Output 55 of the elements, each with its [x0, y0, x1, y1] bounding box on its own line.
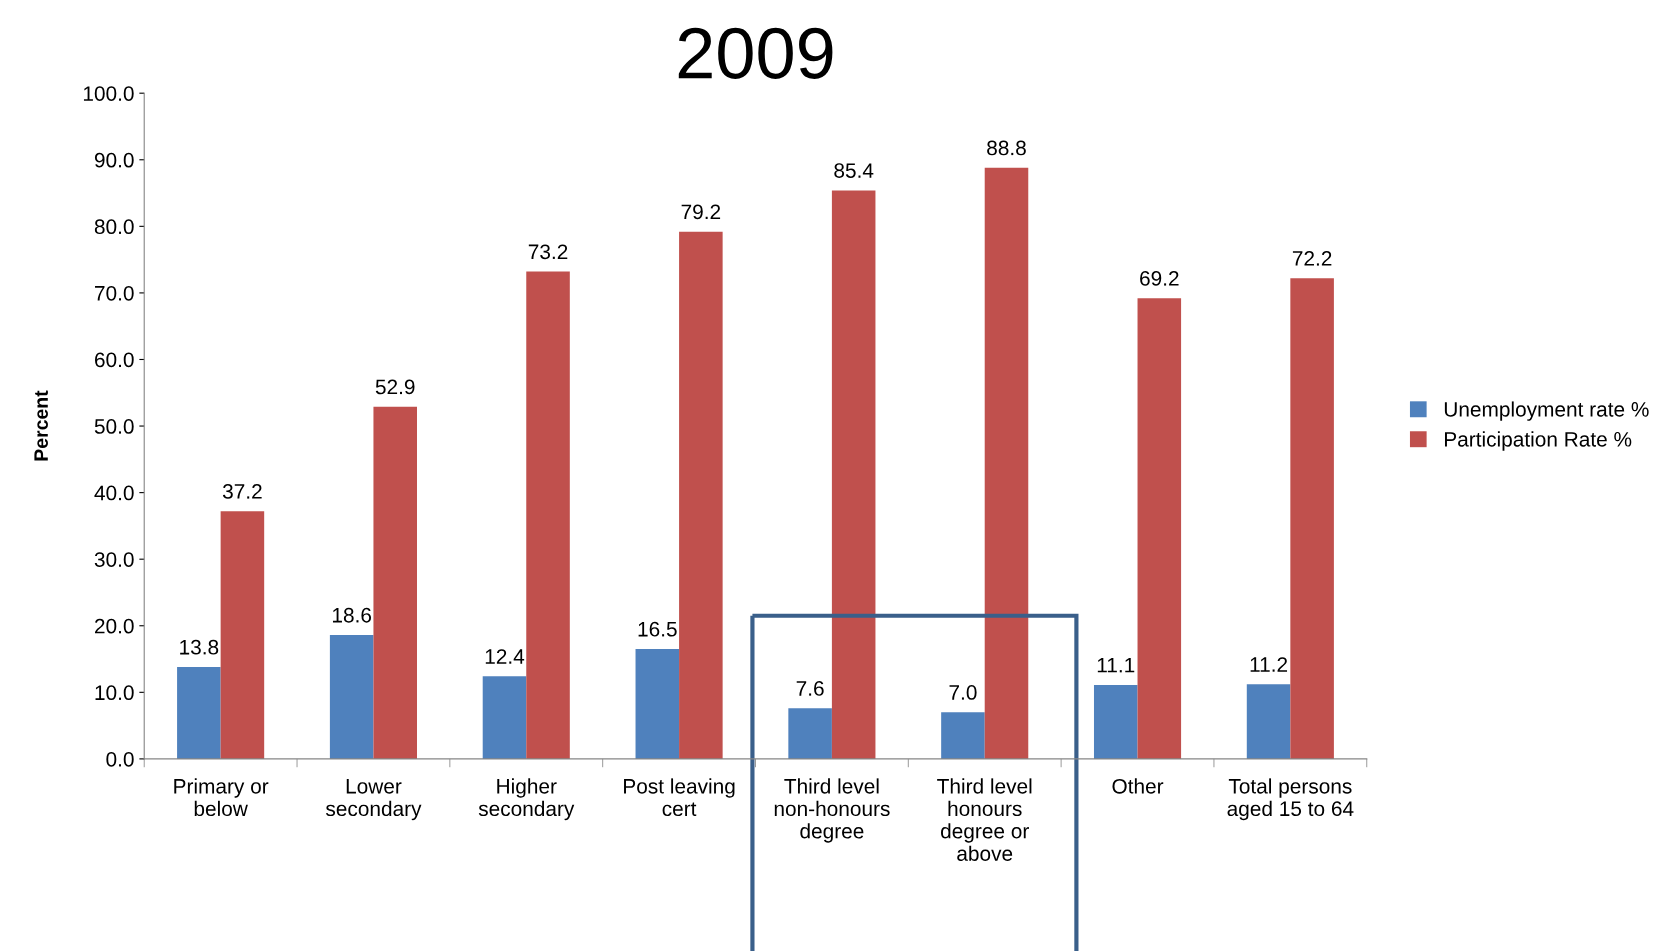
y-tick-label: 40.0 [94, 485, 134, 501]
bar [220, 511, 265, 759]
y-axis-title: Percent [34, 390, 48, 461]
data-label: 7.0 [949, 685, 977, 700]
y-tick-label: 70.0 [95, 285, 134, 301]
data-label: 88.8 [987, 140, 1026, 156]
bar [1246, 684, 1291, 759]
data-label: 13.8 [180, 639, 219, 655]
x-tick-label: Total persons aged 15 to 64 [1227, 778, 1354, 821]
bar [373, 406, 417, 759]
y-tick-label: 100.0 [83, 86, 134, 101]
y-tick-label: 50.0 [94, 419, 134, 434]
bar [526, 271, 570, 759]
data-label: 11.2 [1250, 657, 1288, 672]
x-tick-label: Third level non-honours degree [774, 778, 890, 843]
y-tick-label: 80.0 [94, 219, 134, 235]
legend-label: Participation Rate % [1445, 431, 1632, 451]
x-tick-label: Primary or below [174, 778, 269, 817]
x-tick-label: Third level honours degree or above [937, 778, 1032, 861]
bar [1290, 278, 1334, 759]
x-tick-label: Higher secondary [478, 778, 575, 821]
y-tick-label: 30.0 [94, 552, 134, 567]
data-label: 85.4 [834, 163, 874, 178]
bar [635, 649, 680, 759]
y-tick-label: 60.0 [95, 352, 134, 368]
chart-title: 2009 [678, 27, 833, 79]
data-label: 79.2 [681, 204, 721, 220]
data-label: 52.9 [375, 379, 415, 395]
data-label: 7.6 [796, 681, 824, 696]
data-label: 12.4 [485, 649, 525, 664]
bar [984, 167, 1029, 759]
data-label: 73.2 [528, 244, 568, 260]
bar [1093, 685, 1138, 759]
bar [177, 667, 221, 759]
legend-label: Unemployment rate % [1444, 401, 1649, 421]
bar [1137, 298, 1182, 759]
bar [831, 190, 876, 759]
y-tick-label: 0.0 [106, 751, 134, 767]
data-label: 16.5 [638, 621, 677, 637]
bar [482, 676, 527, 759]
bar [679, 231, 723, 759]
x-tick-label: Lower secondary [325, 779, 422, 821]
x-tick-label: Post leaving cert [624, 778, 735, 817]
bar [788, 708, 832, 759]
bar [941, 712, 985, 759]
data-label: 72.2 [1292, 251, 1332, 266]
y-tick-label: 90.0 [94, 152, 134, 168]
y-tick-label: 20.0 [95, 618, 134, 634]
data-label: 11.1 [1097, 658, 1135, 673]
y-tick-label: 10.0 [95, 685, 134, 701]
x-tick-label: Other [1112, 778, 1164, 794]
data-label: 37.2 [222, 484, 262, 499]
data-label: 69.2 [1140, 271, 1179, 286]
data-label: 18.6 [332, 607, 372, 623]
bar [329, 635, 374, 759]
